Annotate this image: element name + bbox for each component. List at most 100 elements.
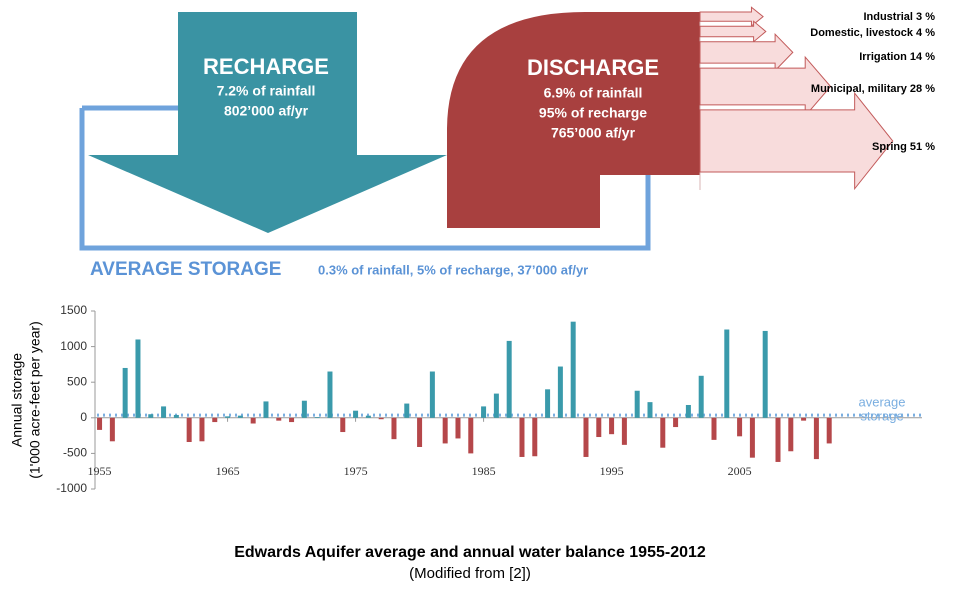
outflow-label: Spring 51 % bbox=[872, 141, 935, 153]
bar bbox=[609, 417, 615, 435]
bar bbox=[724, 329, 730, 418]
reference-label: average bbox=[859, 394, 906, 409]
bar bbox=[762, 330, 768, 418]
bar bbox=[263, 401, 269, 418]
bar bbox=[788, 417, 794, 452]
bar bbox=[135, 339, 141, 418]
storage-title: AVERAGE STORAGE bbox=[90, 259, 281, 280]
bar bbox=[634, 390, 640, 418]
bar bbox=[481, 406, 487, 418]
outflow-arrow bbox=[699, 20, 767, 43]
bar bbox=[698, 375, 704, 418]
discharge-title: DISCHARGE bbox=[527, 55, 659, 80]
recharge-title: RECHARGE bbox=[203, 54, 329, 79]
bar bbox=[749, 417, 755, 458]
bar bbox=[250, 417, 256, 424]
bar bbox=[327, 371, 333, 418]
outflow-arrow bbox=[699, 6, 764, 28]
bar bbox=[404, 403, 410, 418]
x-tick-label: 1985 bbox=[472, 464, 496, 478]
outflows: Industrial 3 % Domestic, livestock 4 % Irr… bbox=[699, 6, 935, 191]
outflow-label: Industrial 3 % bbox=[863, 11, 935, 23]
discharge-line: 95% of recharge bbox=[539, 105, 647, 121]
bar bbox=[109, 417, 115, 442]
discharge-shape bbox=[447, 12, 700, 228]
y-axis-label: Annual storage bbox=[9, 353, 25, 447]
outflow-arrow bbox=[699, 91, 894, 191]
recharge-line: 802’000 af/yr bbox=[224, 103, 309, 119]
bar bbox=[801, 417, 807, 421]
y-tick-label: 1000 bbox=[60, 339, 87, 353]
bar bbox=[225, 416, 231, 418]
y-axis-label: (1'000 acre-feet per year) bbox=[27, 321, 43, 479]
bar bbox=[647, 402, 653, 418]
y-tick-label: -500 bbox=[63, 446, 87, 460]
bar bbox=[301, 400, 307, 418]
bar bbox=[378, 417, 384, 420]
bar bbox=[391, 417, 397, 440]
recharge-line: 7.2% of rainfall bbox=[217, 83, 316, 99]
outflow-arrow bbox=[699, 32, 794, 72]
x-tick-label: 2005 bbox=[728, 464, 752, 478]
bar bbox=[532, 417, 538, 457]
bar bbox=[673, 417, 679, 428]
x-tick-label: 1965 bbox=[216, 464, 240, 478]
discharge-line: 6.9% of rainfall bbox=[544, 85, 643, 101]
x-tick-label: 1975 bbox=[344, 464, 368, 478]
y-tick-label: 500 bbox=[67, 374, 87, 388]
y-tick-label: -1000 bbox=[56, 481, 87, 495]
bar bbox=[570, 321, 576, 418]
outflow-arrow bbox=[699, 55, 832, 118]
bar bbox=[148, 414, 154, 418]
bar bbox=[442, 417, 448, 444]
bar bbox=[237, 415, 243, 418]
bar bbox=[826, 417, 832, 444]
recharge-arrow bbox=[88, 12, 447, 233]
bar bbox=[429, 371, 435, 418]
storage-frame bbox=[79, 108, 651, 251]
outflow-label: Domestic, livestock 4 % bbox=[810, 27, 935, 39]
bar bbox=[289, 417, 295, 423]
storage-detail: 0.3% of rainfall, 5% of recharge, 37’000… bbox=[318, 262, 588, 277]
bar bbox=[557, 366, 563, 418]
bar bbox=[685, 404, 691, 418]
bar bbox=[186, 417, 192, 443]
x-tick-label: 1955 bbox=[88, 464, 112, 478]
reference-label: storage bbox=[860, 408, 903, 423]
bar bbox=[161, 406, 167, 418]
y-tick-label: 1500 bbox=[60, 303, 87, 317]
bar bbox=[455, 417, 461, 439]
bar bbox=[340, 417, 346, 433]
bar bbox=[314, 417, 320, 418]
bar bbox=[506, 340, 512, 418]
bar bbox=[545, 389, 551, 418]
bar bbox=[353, 410, 359, 418]
bar bbox=[621, 417, 627, 445]
discharge-line: 765’000 af/yr bbox=[551, 125, 636, 141]
bar bbox=[660, 417, 666, 448]
bar bbox=[97, 417, 103, 430]
bar bbox=[596, 417, 602, 438]
bar bbox=[711, 417, 717, 440]
outflow-label: Irrigation 14 % bbox=[859, 51, 935, 63]
bar bbox=[199, 417, 205, 442]
bar bbox=[468, 417, 474, 454]
bar bbox=[417, 417, 423, 447]
bar bbox=[122, 367, 128, 418]
bar bbox=[519, 417, 525, 457]
bar bbox=[173, 414, 179, 418]
bar bbox=[212, 417, 218, 423]
x-tick-label: 1995 bbox=[600, 464, 624, 478]
bar-chart: -1000 -500 0 500 1000 1500 1955 1965 1975 1985 199… bbox=[9, 303, 922, 495]
y-tick-label: 0 bbox=[80, 410, 87, 424]
bar bbox=[493, 393, 499, 418]
caption-subtitle: (Modified from [2]) bbox=[409, 565, 531, 582]
bar bbox=[737, 417, 743, 437]
caption-title: Edwards Aquifer average and annual water… bbox=[234, 544, 706, 561]
bar bbox=[276, 417, 282, 421]
bar bbox=[813, 417, 819, 460]
bar bbox=[365, 415, 371, 418]
bar bbox=[775, 417, 781, 462]
bar bbox=[583, 417, 589, 457]
